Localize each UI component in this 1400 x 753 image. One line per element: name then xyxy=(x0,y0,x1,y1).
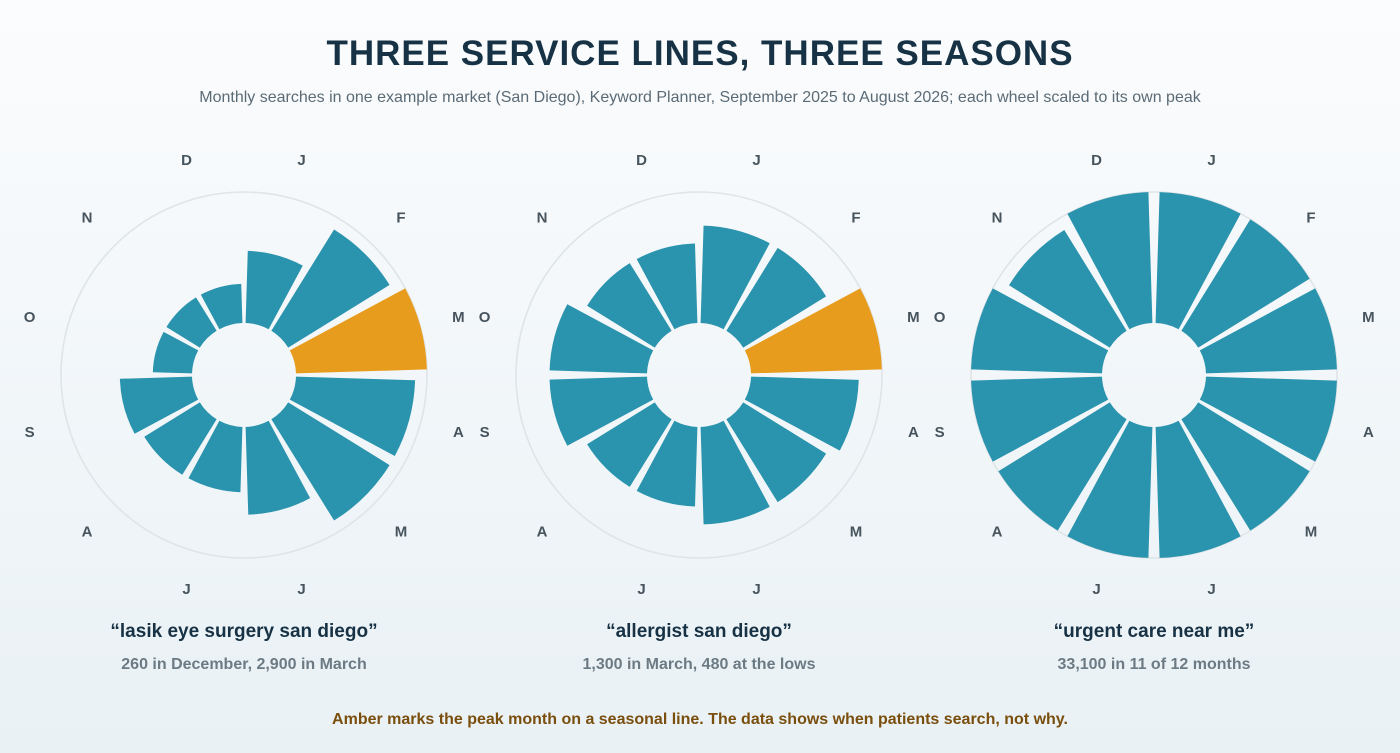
chart-3-bar-4 xyxy=(1199,376,1337,462)
chart-1-month-label-10: O xyxy=(24,309,36,326)
chart-1-month-label-2: F xyxy=(396,210,405,227)
chart-2-month-label-7: J xyxy=(637,581,645,598)
chart-1-month-label-12: D xyxy=(181,152,192,169)
chart-3-month-label-4: A xyxy=(1363,424,1374,441)
chart-2-bar-9 xyxy=(549,376,654,446)
chart-2-month-label-10: O xyxy=(479,309,491,326)
chart-1-outer-ring xyxy=(60,191,428,559)
chart-3-month-label-8: A xyxy=(992,524,1003,541)
chart-3-bar-2 xyxy=(1181,219,1310,348)
chart-3-month-label-1: J xyxy=(1207,152,1215,169)
chart-2-bar-10 xyxy=(549,304,654,374)
chart-2-bar-2 xyxy=(726,247,827,348)
chart-1-month-label-6: J xyxy=(297,581,305,598)
chart-1-bar-9 xyxy=(119,376,199,434)
chart-3-bar-11 xyxy=(1008,229,1127,348)
chart-2-bar-1 xyxy=(700,225,770,330)
chart-2-month-label-4: A xyxy=(908,424,919,441)
chart-3-month-label-2: F xyxy=(1306,210,1315,227)
chart-2-bar-6 xyxy=(700,420,770,525)
chart-2-bar-3 xyxy=(744,288,882,374)
chart-2-month-label-5: M xyxy=(850,524,863,541)
chart-1-bar-5 xyxy=(271,402,390,521)
chart-3-month-label-12: D xyxy=(1091,152,1102,169)
chart-2-month-label-3: M xyxy=(907,309,920,326)
chart-2-bar-8 xyxy=(587,402,672,487)
chart-3-bar-7 xyxy=(1067,420,1153,558)
chart-3-month-label-10: O xyxy=(934,309,946,326)
chart-2-month-label-11: N xyxy=(537,210,548,227)
chart-2-caption: 1,300 in March, 480 at the lows xyxy=(582,656,816,673)
chart-2-bar-5 xyxy=(726,402,827,503)
chart-2-month-label-9: S xyxy=(480,424,490,441)
chart-2-month-label-2: F xyxy=(851,210,860,227)
chart-3-bar-3 xyxy=(1199,288,1337,374)
chart-1-month-label-9: S xyxy=(25,424,35,441)
chart-1-month-label-7: J xyxy=(182,581,190,598)
chart-3-bar-9 xyxy=(971,376,1109,462)
chart-2-outer-ring xyxy=(515,191,883,559)
chart-1-month-label-3: M xyxy=(452,309,465,326)
chart-3-month-label-6: J xyxy=(1207,581,1215,598)
chart-2-bar-12 xyxy=(636,243,698,330)
chart-2-bar-7 xyxy=(636,420,698,507)
chart-1-bar-3 xyxy=(289,288,427,374)
chart-1-bar-8 xyxy=(144,402,217,475)
chart-3-bar-5 xyxy=(1181,402,1310,531)
chart-2-title: “allergist san diego” xyxy=(606,621,792,642)
chart-3-caption: 33,100 in 11 of 12 months xyxy=(1057,656,1251,673)
chart-3-month-label-3: M xyxy=(1362,309,1375,326)
chart-1-bar-6 xyxy=(245,420,311,515)
chart-1-month-label-5: M xyxy=(395,524,408,541)
chart-3-outer-ring xyxy=(970,191,1338,559)
chart-2-month-label-8: A xyxy=(537,524,548,541)
page-title: THREE SERVICE LINES, THREE SEASONS xyxy=(326,34,1074,73)
chart-3-bar-6 xyxy=(1155,420,1241,558)
chart-1-month-label-8: A xyxy=(82,524,93,541)
chart-2-month-label-6: J xyxy=(752,581,760,598)
chart-1-bar-11 xyxy=(166,297,217,348)
chart-3-bar-12 xyxy=(1067,192,1153,330)
chart-2-month-label-1: J xyxy=(752,152,760,169)
chart-1-bar-10 xyxy=(152,331,199,374)
chart-1-month-label-11: N xyxy=(82,210,93,227)
chart-1-bar-2 xyxy=(271,229,390,348)
chart-3-month-label-11: N xyxy=(992,210,1003,227)
chart-3-month-label-9: S xyxy=(935,424,945,441)
chart-3-month-label-7: J xyxy=(1092,581,1100,598)
footnote: Amber marks the peak month on a seasonal… xyxy=(332,711,1068,728)
chart-3-bar-10 xyxy=(971,288,1109,374)
chart-1-month-label-4: A xyxy=(453,424,464,441)
chart-1-bar-4 xyxy=(289,376,416,457)
chart-3-month-label-5: M xyxy=(1305,524,1318,541)
chart-2-bar-4 xyxy=(744,376,859,451)
chart-1-bar-7 xyxy=(188,420,243,493)
chart-3-bar-1 xyxy=(1155,192,1241,330)
chart-1-title: “lasik eye surgery san diego” xyxy=(110,621,378,642)
page-subtitle: Monthly searches in one example market (… xyxy=(199,89,1201,106)
chart-1-caption: 260 in December, 2,900 in March xyxy=(121,656,367,673)
chart-3-title: “urgent care near me” xyxy=(1053,621,1255,642)
chart-1-bar-1 xyxy=(245,250,303,330)
chart-1-month-label-1: J xyxy=(297,152,305,169)
chart-3-bar-8 xyxy=(998,402,1127,531)
chart-2-bar-11 xyxy=(587,263,672,348)
chart-2-month-label-12: D xyxy=(636,152,647,169)
chart-1-bar-12 xyxy=(200,283,243,330)
